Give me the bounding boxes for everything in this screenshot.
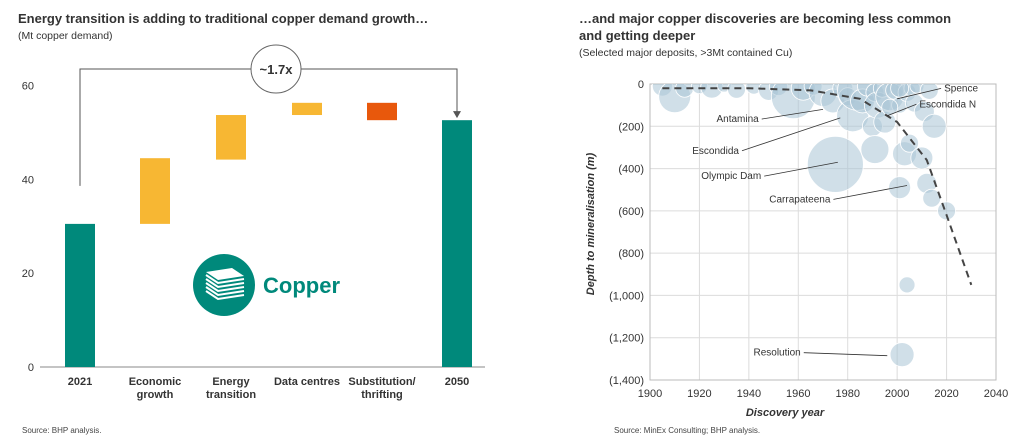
category-label-1: Economic growth: [129, 376, 182, 401]
copper-icon: [193, 254, 255, 316]
bubble-35: [910, 146, 934, 170]
x-tick-label-2000: 2000: [885, 388, 909, 400]
bar-0: [65, 223, 95, 367]
bubble-31: [900, 133, 919, 153]
discoveries-source-note: Source: MinEx Consulting; BHP analysis.: [614, 426, 761, 435]
bubble-39: [922, 188, 942, 208]
y-tick-label-1000: (1,000): [609, 290, 644, 302]
multiplier-circle: [250, 44, 302, 94]
bubble-47: [890, 84, 910, 98]
deposit-label-2: Antamina: [716, 114, 759, 125]
bar-5: [442, 120, 472, 367]
bar-4: [367, 102, 397, 121]
y-tick-label-60: 60: [22, 80, 34, 92]
bubble-40: [921, 113, 947, 139]
multiplier-label: ~1.7x: [260, 62, 294, 77]
y-tick-label-800: (800): [618, 248, 644, 260]
category-label-0: 2021: [68, 376, 92, 388]
discoveries-chart-subtitle: (Selected major deposits, >3Mt contained…: [579, 47, 793, 59]
demand-panel: Energy transition is adding to tradition…: [18, 11, 485, 435]
x-tick-label-1960: 1960: [786, 388, 810, 400]
demand-chart-title: Energy transition is adding to tradition…: [18, 11, 429, 26]
deposit-label-6: Resolution: [753, 348, 800, 359]
x-tick-label-1940: 1940: [737, 388, 761, 400]
y-tick-label-400: (400): [618, 164, 644, 176]
bubble-38: [919, 84, 939, 100]
bar-2: [216, 115, 246, 160]
deposit-leader-1: [887, 103, 917, 117]
bubble-6: [727, 84, 746, 99]
x-axis-title: Discovery year: [746, 407, 825, 419]
y-tick-label-20: 20: [22, 268, 34, 280]
y-tick-label-200: (200): [618, 121, 644, 133]
deposit-leader-3: [741, 117, 841, 152]
deposit-label-3: Escondida: [692, 146, 739, 157]
bubbles: [651, 84, 956, 368]
y-tick-label-0: 0: [28, 362, 34, 374]
x-tick-label-2040: 2040: [984, 388, 1008, 400]
x-tick-label-1920: 1920: [687, 388, 711, 400]
category-label-4: Substitution/thrifting: [348, 376, 415, 401]
deposit-label-0: Spence: [944, 83, 978, 94]
bubble-45: [898, 276, 916, 294]
y-tick-label-40: 40: [22, 174, 34, 186]
depth-scatter-chart: 1900 1920 1940 1960 1980 2000 2020 2040 0 (200) (4…: [585, 79, 1008, 419]
bubble-43: [860, 135, 890, 164]
bubble-41: [937, 201, 956, 221]
deposit-leader-5: [833, 185, 908, 200]
y-tick-label-1400: (1,400): [609, 375, 644, 387]
demand-source-note: Source: BHP analysis.: [22, 426, 102, 435]
copper-logo-text: Copper: [263, 273, 340, 298]
deposit-leader-4: [764, 161, 838, 177]
deposit-leader-0: [897, 88, 942, 100]
y-tick-label-1200: (1,200): [609, 333, 644, 345]
x-tick-label-1980: 1980: [835, 388, 859, 400]
discoveries-chart-title-line2: and getting deeper: [579, 28, 696, 43]
y-tick-label-600: (600): [618, 206, 644, 218]
deposit-leader-2: [761, 108, 824, 120]
category-label-3: Data centres: [274, 376, 340, 388]
growth-bracket-arrow: [453, 111, 461, 119]
discoveries-panel: …and major copper discoveries are becomi…: [560, 0, 1034, 440]
bubble-48: [881, 98, 899, 116]
category-label-2: Energy transition: [206, 376, 256, 401]
y-tick-label-0: 0: [638, 79, 644, 91]
deposit-label-5: Carrapateena: [769, 194, 831, 205]
category-label-5: 2050: [445, 376, 469, 388]
bar-1: [140, 158, 170, 224]
deposit-leader-6: [803, 352, 888, 357]
x-tick-label-2020: 2020: [934, 388, 958, 400]
deposit-label-1: Escondida N: [919, 99, 976, 110]
bar-3: [292, 102, 322, 116]
waterfall-chart: 0 20 40 60 2021 Economic growth Energy transitio…: [22, 44, 485, 401]
depth-trend-line: [662, 87, 973, 286]
deposit-label-4: Olympic Dam: [701, 171, 761, 182]
x-tick-label-1900: 1900: [638, 388, 662, 400]
discoveries-chart-title-line1: …and major copper discoveries are becomi…: [579, 11, 952, 26]
y-axis-title: Depth to mineralisation (m): [585, 152, 597, 295]
bubble-42: [806, 135, 864, 193]
bubble-44: [888, 176, 912, 200]
bubble-46: [889, 342, 915, 368]
demand-chart-subtitle: (Mt copper demand): [18, 30, 113, 42]
